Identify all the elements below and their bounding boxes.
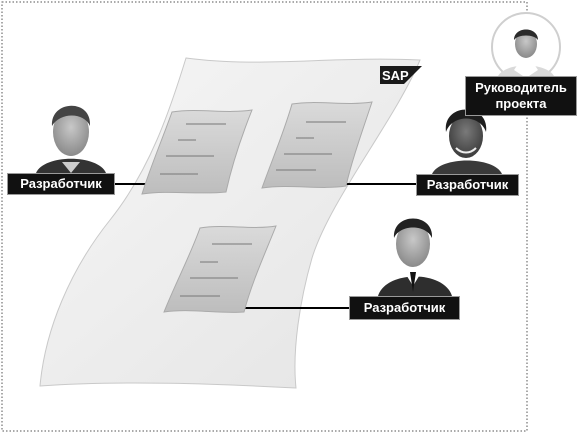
project-manager-label: Руководитель проекта bbox=[465, 76, 577, 116]
developer-left-label: Разработчик bbox=[7, 173, 115, 195]
document-icon bbox=[141, 109, 253, 195]
developer-left-photo bbox=[36, 105, 106, 173]
developer-bottom-label: Разработчик bbox=[349, 296, 460, 320]
developer-right-photo bbox=[432, 109, 502, 174]
dotted-frame bbox=[1, 1, 528, 432]
document-icon bbox=[163, 225, 277, 313]
sap-logo: SAP bbox=[380, 66, 422, 84]
sap-logo-text: SAP bbox=[382, 68, 409, 83]
project-manager-photo bbox=[491, 12, 561, 82]
document-icon bbox=[261, 101, 373, 189]
developer-right-label: Разработчик bbox=[416, 174, 519, 196]
developer-bottom-photo bbox=[378, 218, 452, 296]
